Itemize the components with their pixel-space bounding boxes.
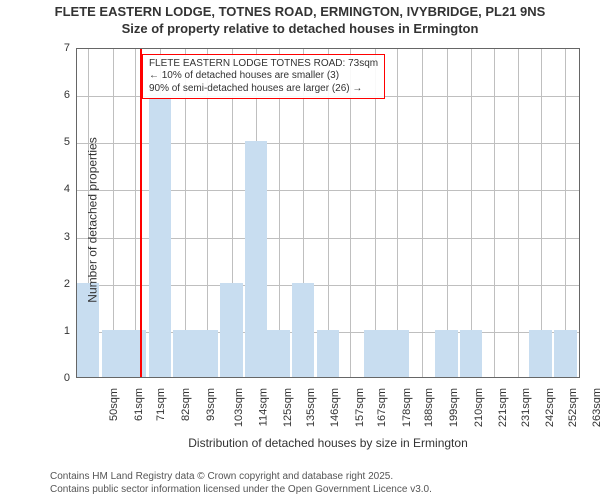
x-tick-label: 61sqm bbox=[133, 388, 145, 421]
x-tick-label: 178sqm bbox=[401, 388, 413, 427]
gridline-vertical bbox=[494, 49, 495, 377]
y-axis-label: Number of detached properties bbox=[86, 137, 100, 302]
annotation-box: FLETE EASTERN LODGE TOTNES ROAD: 73sqm← … bbox=[142, 54, 385, 100]
y-tick-label: 0 bbox=[50, 372, 70, 384]
gridline-vertical bbox=[541, 49, 542, 377]
annotation-line: ← 10% of detached houses are smaller (3) bbox=[149, 70, 378, 83]
histogram-bar bbox=[317, 330, 339, 377]
x-tick-label: 263sqm bbox=[591, 388, 600, 427]
histogram-bar bbox=[149, 94, 171, 377]
histogram-bar bbox=[267, 330, 289, 377]
footer-line1: Contains HM Land Registry data © Crown c… bbox=[50, 471, 432, 484]
x-tick-label: 125sqm bbox=[282, 388, 294, 427]
x-tick-label: 71sqm bbox=[155, 388, 167, 421]
x-tick-label: 103sqm bbox=[233, 388, 245, 427]
x-tick-label: 114sqm bbox=[257, 388, 269, 426]
annotation-line: FLETE EASTERN LODGE TOTNES ROAD: 73sqm bbox=[149, 58, 378, 71]
histogram-bar bbox=[245, 141, 267, 377]
title-line1: FLETE EASTERN LODGE, TOTNES ROAD, ERMING… bbox=[0, 4, 600, 21]
gridline-vertical bbox=[113, 49, 114, 377]
histogram-bar bbox=[435, 330, 457, 377]
footer-line2: Contains public sector information licen… bbox=[50, 484, 432, 497]
y-tick-label: 3 bbox=[50, 231, 70, 243]
x-tick-label: 93sqm bbox=[205, 388, 217, 421]
x-tick-label: 221sqm bbox=[497, 388, 509, 427]
histogram-bar bbox=[220, 283, 242, 377]
y-tick-label: 5 bbox=[50, 136, 70, 148]
histogram-bar bbox=[460, 330, 482, 377]
title-line2: Size of property relative to detached ho… bbox=[0, 21, 600, 38]
histogram-bar bbox=[173, 330, 195, 377]
x-tick-label: 146sqm bbox=[329, 388, 341, 427]
x-tick-label: 135sqm bbox=[305, 388, 317, 427]
x-tick-label: 188sqm bbox=[423, 388, 435, 427]
gridline-vertical bbox=[471, 49, 472, 377]
chart-title: FLETE EASTERN LODGE, TOTNES ROAD, ERMING… bbox=[0, 0, 600, 38]
histogram-bar bbox=[292, 283, 314, 377]
gridline-vertical bbox=[397, 49, 398, 377]
gridline-vertical bbox=[447, 49, 448, 377]
x-tick-label: 167sqm bbox=[376, 388, 388, 427]
y-tick-label: 7 bbox=[50, 42, 70, 54]
gridline-vertical bbox=[565, 49, 566, 377]
x-tick-label: 210sqm bbox=[473, 388, 485, 427]
histogram-bar bbox=[529, 330, 551, 377]
annotation-line: 90% of semi-detached houses are larger (… bbox=[149, 83, 378, 96]
plot-area: FLETE EASTERN LODGE TOTNES ROAD: 73sqm← … bbox=[76, 48, 580, 378]
footer-attribution: Contains HM Land Registry data © Crown c… bbox=[50, 471, 432, 496]
x-tick-label: 242sqm bbox=[544, 388, 556, 427]
histogram-bar bbox=[554, 330, 576, 377]
x-tick-label: 50sqm bbox=[108, 388, 120, 421]
gridline-vertical bbox=[518, 49, 519, 377]
histogram-bar bbox=[364, 330, 386, 377]
histogram-bar bbox=[196, 330, 218, 377]
y-tick-label: 6 bbox=[50, 89, 70, 101]
x-tick-label: 82sqm bbox=[180, 388, 192, 421]
y-tick-label: 1 bbox=[50, 325, 70, 337]
x-tick-label: 231sqm bbox=[520, 388, 532, 427]
y-tick-label: 4 bbox=[50, 183, 70, 195]
x-tick-label: 252sqm bbox=[567, 388, 579, 427]
gridline-vertical bbox=[422, 49, 423, 377]
histogram-bar bbox=[124, 330, 146, 377]
x-tick-label: 199sqm bbox=[448, 388, 460, 427]
x-axis-label: Distribution of detached houses by size … bbox=[76, 436, 580, 450]
gridline-vertical bbox=[135, 49, 136, 377]
histogram-bar bbox=[102, 330, 124, 377]
x-tick-label: 157sqm bbox=[354, 388, 366, 427]
y-tick-label: 2 bbox=[50, 278, 70, 290]
histogram-bar bbox=[386, 330, 408, 377]
chart: FLETE EASTERN LODGE TOTNES ROAD: 73sqm← … bbox=[50, 48, 580, 418]
